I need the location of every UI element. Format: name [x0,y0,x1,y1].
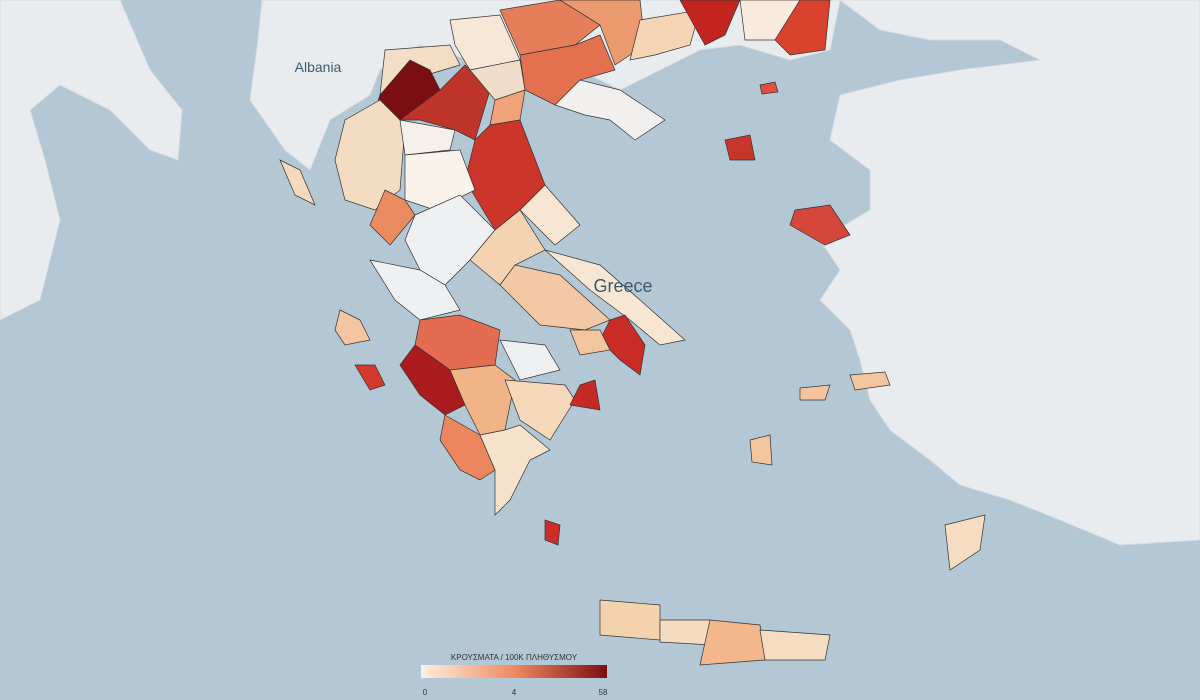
region [679,0,741,46]
region [499,0,601,56]
legend-tick-label: 4 [512,688,517,697]
legend-tick-label: 58 [599,688,608,697]
region [544,519,561,546]
region [499,339,561,381]
region [519,34,616,106]
region [599,599,661,641]
legend-title: ΚΡΟΥΣΜΑΤΑ / 100Κ ΠΛΗΘΥΣΜΟΥ [451,653,578,662]
land-italy [0,0,183,321]
region [544,249,686,346]
region [334,309,371,346]
region [479,424,551,516]
region [404,194,496,286]
region [554,79,666,141]
region [398,64,491,141]
region [944,514,986,571]
region [369,189,416,246]
region [499,264,611,331]
legend-tick-label: 0 [423,688,428,697]
region [849,371,891,391]
region [799,384,831,401]
region [724,134,756,161]
country-label: Greece [593,276,652,296]
legend-scale [421,665,607,678]
region [279,159,316,206]
region [354,364,386,391]
land-turkey [819,0,1200,546]
region [559,0,646,66]
region [759,629,831,661]
region [399,119,456,156]
region [519,184,581,246]
region [504,379,576,441]
region [369,259,461,321]
country-label: Albania [295,59,342,75]
region [749,434,773,466]
region [789,204,851,246]
region [659,619,713,646]
legend: ΚΡΟΥΣΜΑΤΑ / 100Κ ΠΛΗΘΥΣΜΟΥ 0 4 58 [421,653,608,697]
regions [279,0,986,666]
region [774,0,831,56]
region [569,379,601,411]
region [759,81,779,95]
region [699,619,766,666]
region [569,329,611,356]
